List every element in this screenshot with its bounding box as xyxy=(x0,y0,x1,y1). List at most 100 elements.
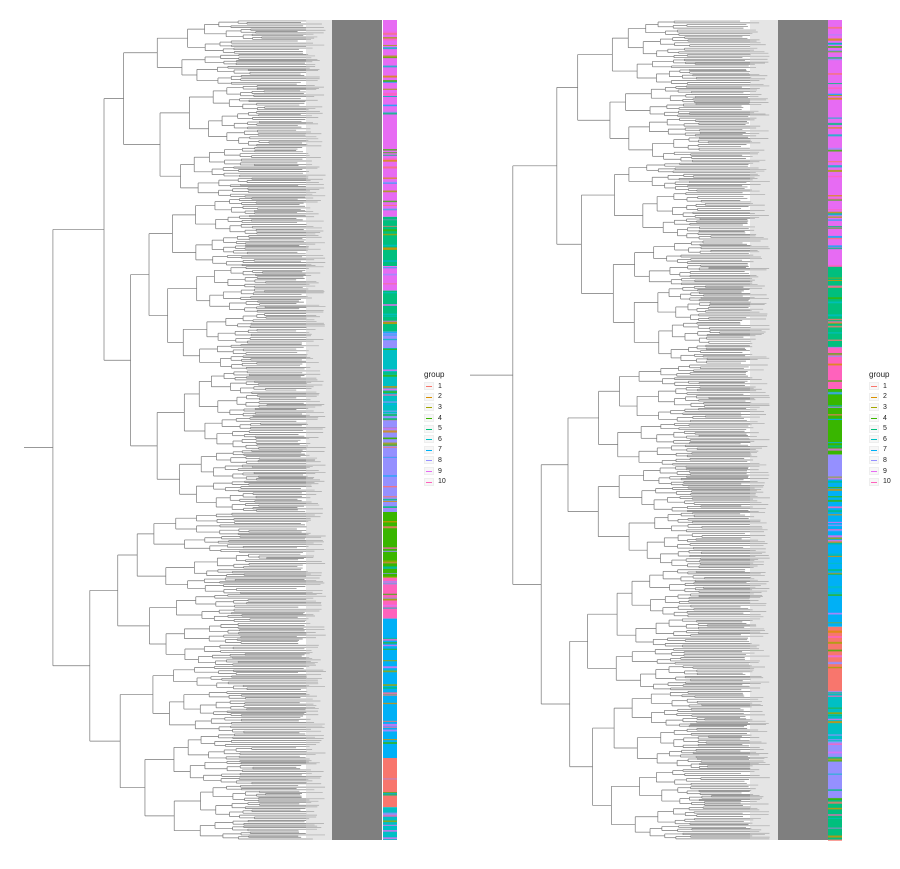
strip-line xyxy=(383,80,397,82)
strip-line xyxy=(828,211,842,214)
strip-line xyxy=(828,57,842,59)
legend-item: 6 xyxy=(869,434,891,445)
strip-line xyxy=(828,613,842,615)
strip-line xyxy=(828,818,842,819)
strip-line xyxy=(828,46,842,48)
strip-line xyxy=(828,814,842,816)
strip-line xyxy=(828,58,842,61)
strip-line xyxy=(828,718,842,721)
strip-line xyxy=(383,348,397,350)
strip-line xyxy=(828,321,842,323)
strip-line xyxy=(383,644,397,647)
strip-line xyxy=(383,582,397,585)
strip-line xyxy=(383,820,397,823)
strip-line xyxy=(383,56,397,59)
strip-line xyxy=(828,569,842,572)
strip-line xyxy=(828,649,842,652)
strip-line xyxy=(828,641,842,644)
strip-line xyxy=(383,190,397,193)
strip-line xyxy=(383,790,397,792)
strip-line xyxy=(383,322,397,325)
strip-line xyxy=(828,117,842,119)
strip-line xyxy=(383,145,397,147)
strip-line xyxy=(383,651,397,654)
legend-label: 6 xyxy=(438,435,442,443)
strip-line xyxy=(383,597,397,599)
strip-line xyxy=(383,283,397,285)
strip-line xyxy=(383,406,397,409)
legend-swatch xyxy=(869,392,879,401)
strip-line xyxy=(828,692,842,694)
strip-line xyxy=(383,47,397,50)
strip-line xyxy=(383,273,397,276)
strip-line xyxy=(828,318,842,321)
strip-line xyxy=(383,547,397,549)
strip-line xyxy=(383,824,397,826)
strip-line xyxy=(828,322,842,324)
strip-line xyxy=(828,787,842,790)
left-tree xyxy=(24,20,397,840)
strip-line xyxy=(383,576,397,578)
strip-line xyxy=(383,410,397,412)
legend-left: group 1 2 3 4 5 6 7 8 9 10 xyxy=(424,370,446,487)
strip-line xyxy=(828,499,842,502)
strip-line xyxy=(383,637,397,639)
strip-line xyxy=(383,702,397,705)
strip-line xyxy=(828,97,842,100)
legend-label: 1 xyxy=(438,382,442,390)
strip-line xyxy=(383,498,397,501)
strip-line xyxy=(383,267,397,269)
legend-item: 3 xyxy=(869,402,891,413)
strip-line xyxy=(828,510,842,513)
legend-item: 8 xyxy=(424,455,446,466)
strip-line xyxy=(383,686,397,689)
strip-line xyxy=(828,339,842,341)
strip-line xyxy=(828,43,842,45)
legend-item: 1 xyxy=(869,381,891,392)
strip-segment xyxy=(383,348,397,414)
strip-line xyxy=(383,187,397,189)
strip-line xyxy=(383,92,397,94)
strip-line xyxy=(383,37,397,39)
legend-swatch xyxy=(424,424,434,433)
strip-line xyxy=(383,88,397,90)
strip-line xyxy=(383,742,397,744)
strip-line xyxy=(828,758,842,761)
legend-swatch xyxy=(869,435,879,444)
strip-line xyxy=(828,760,842,762)
strip-line xyxy=(828,797,842,801)
strip-line xyxy=(383,149,397,151)
strip-line xyxy=(828,165,842,168)
legend-items: 1 2 3 4 5 6 7 8 9 10 xyxy=(869,381,891,487)
strip-line xyxy=(828,554,842,556)
strip-line xyxy=(383,338,397,341)
strip-line xyxy=(828,540,842,542)
strip-line xyxy=(383,812,397,815)
strip-line xyxy=(828,128,842,130)
strip-line xyxy=(383,739,397,741)
strip-line xyxy=(828,773,842,775)
strip-line xyxy=(383,181,397,184)
strip-line xyxy=(383,792,397,795)
strip-line xyxy=(828,346,842,349)
strip-line xyxy=(828,486,842,488)
strip-line xyxy=(828,38,842,41)
strip-line xyxy=(828,147,842,150)
strip-line xyxy=(828,209,842,212)
strip-line xyxy=(828,807,842,810)
strip-line xyxy=(828,219,842,221)
strip-line xyxy=(383,507,397,509)
strip-line xyxy=(828,195,842,197)
legend-swatch xyxy=(869,414,879,423)
strip-line xyxy=(828,95,842,97)
legend-label: 2 xyxy=(883,393,887,401)
strip-line xyxy=(828,353,842,355)
strip-line xyxy=(383,225,397,227)
strip-line xyxy=(828,630,842,633)
strip-line xyxy=(828,199,842,201)
strip-line xyxy=(828,481,842,483)
strip-line xyxy=(828,529,842,531)
legend-label: 5 xyxy=(883,425,887,433)
legend-swatch xyxy=(424,392,434,401)
strip-line xyxy=(828,540,842,543)
